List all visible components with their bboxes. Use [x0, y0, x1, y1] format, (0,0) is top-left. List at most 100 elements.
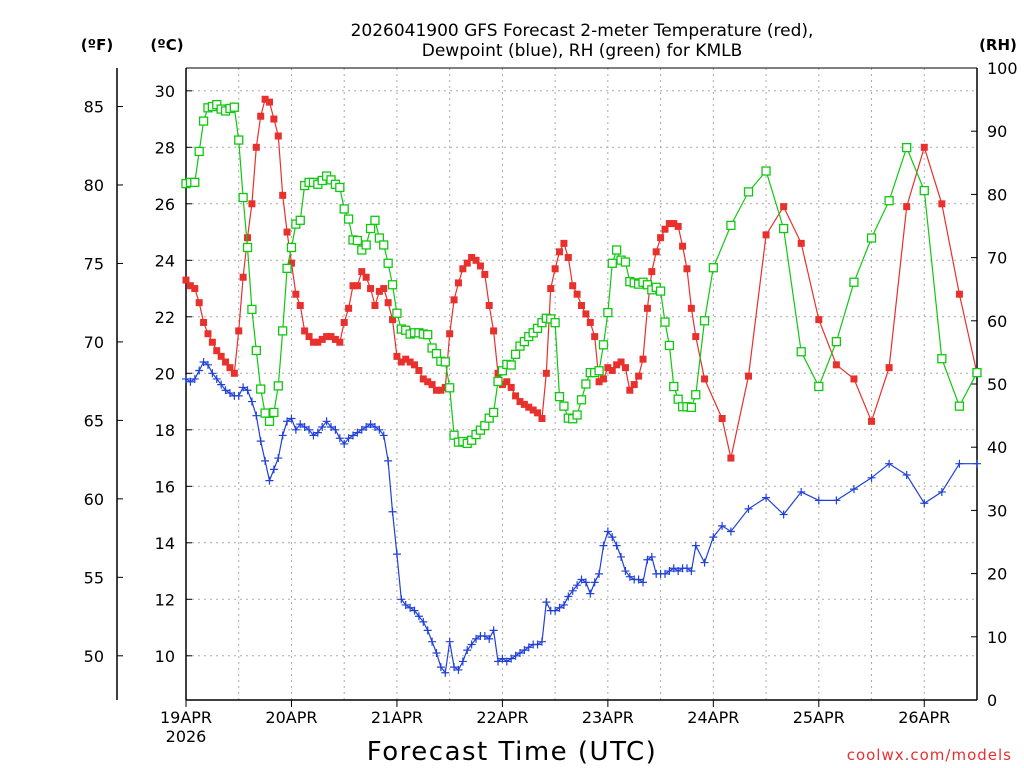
temperature-point [283, 228, 291, 236]
dewpoint-point [362, 422, 371, 431]
x-axis-title: Forecast Time (UTC) [367, 737, 658, 767]
rh-point [278, 326, 288, 336]
fahrenheit-tick-label: 50 [84, 647, 104, 666]
temperature-point [635, 372, 643, 380]
dewpoint-point [577, 575, 586, 584]
watermark: coolwx.com/models [847, 746, 1012, 764]
rh-tick-label: 60 [987, 312, 1007, 331]
rh-point [686, 402, 697, 413]
dewpoint-point [515, 648, 524, 657]
dewpoint-point [217, 380, 226, 389]
dewpoint-point [647, 552, 656, 561]
celsius-tick-label: 10 [155, 647, 175, 666]
temperature-point [955, 290, 963, 298]
rh-point [379, 240, 389, 250]
dewpoint-point [498, 654, 507, 663]
dewpoint-point [639, 578, 648, 587]
temperature-point [411, 361, 419, 369]
dewpoint-point [744, 504, 753, 513]
temperature-point [265, 98, 273, 106]
dewpoint-point [190, 374, 199, 383]
dewpoint-point [867, 473, 876, 482]
dewpoint-point [309, 431, 318, 440]
temperature-point [595, 378, 603, 386]
dewpoint-point [520, 646, 529, 655]
rh-point [603, 307, 613, 318]
dewpoint-point [467, 640, 476, 649]
temperature-point [718, 415, 726, 422]
rh-point [234, 135, 244, 145]
temperature-point [652, 248, 660, 256]
rh-point [594, 366, 604, 376]
dewpoint-point [489, 626, 498, 635]
temperature-point [512, 392, 520, 400]
fahrenheit-tick-label: 65 [84, 411, 104, 430]
temperature-point [701, 375, 709, 383]
temperature-point [573, 290, 581, 298]
temperature-point [296, 302, 304, 309]
dewpoint-point [414, 612, 423, 621]
temperature-point [569, 282, 577, 290]
rh-line [185, 103, 978, 445]
temperature-point [938, 200, 946, 208]
dewpoint-point [186, 377, 195, 386]
temperature-point [340, 318, 348, 326]
dewpoint-point [507, 654, 516, 663]
rh-tick-label: 10 [987, 628, 1007, 647]
dewpoint-point [718, 521, 727, 530]
dewpoint-point [419, 617, 428, 626]
dewpoint-point [370, 422, 379, 431]
dewpoint-point [832, 496, 841, 505]
temperature-point [287, 259, 295, 267]
x-tick-year-label: 2026 [166, 727, 207, 746]
dewpoint-point [814, 496, 823, 505]
rh-point [260, 408, 270, 418]
temperature-point [454, 279, 462, 287]
dewpoint-point [463, 646, 472, 655]
dewpoint-point [581, 578, 590, 587]
rh-point [264, 416, 275, 426]
rh-point [937, 354, 947, 364]
temperature-point [222, 358, 230, 366]
dewpoint-point [621, 567, 630, 576]
dewpoint-point [665, 567, 674, 576]
rh-point [699, 316, 710, 326]
dewpoint-point [287, 414, 296, 423]
temperature-point [380, 285, 388, 293]
dewpoint-point [247, 397, 256, 406]
temperature-point [503, 378, 511, 386]
temperature-point [371, 302, 379, 309]
rh-point [572, 410, 582, 420]
rh-point [251, 345, 261, 356]
x-tick-label: 26APR [898, 708, 950, 727]
rh-point [256, 384, 266, 394]
celsius-tick-label: 28 [155, 138, 175, 157]
rh-point [708, 263, 718, 273]
dewpoint-point [691, 541, 700, 550]
temperature-point [270, 115, 278, 123]
dewpoint-point [955, 459, 964, 468]
temperature-point [520, 400, 528, 408]
temperature-point [687, 304, 695, 312]
dewpoint-point [542, 598, 551, 607]
dewpoint-point [634, 575, 643, 584]
dewpoint-point [494, 657, 503, 666]
dewpoint-point [410, 606, 419, 615]
temperature-point [542, 369, 550, 377]
dewpoint-point [340, 439, 349, 448]
dewpoint-point [524, 643, 533, 652]
temperature-point [393, 352, 401, 360]
rh-point [392, 308, 402, 318]
temperature-point [551, 265, 559, 273]
x-tick-label: 25APR [793, 708, 845, 727]
temperature-point [586, 318, 594, 326]
dewpoint-point [555, 603, 564, 612]
temperature-point [415, 366, 423, 374]
temperature-point [459, 265, 467, 273]
dewpoint-point [388, 507, 397, 516]
rh-point [849, 277, 859, 287]
temperature-point [353, 282, 361, 290]
dewpoint-point [331, 425, 340, 434]
rh-point [493, 376, 503, 387]
rh-point [576, 395, 587, 405]
